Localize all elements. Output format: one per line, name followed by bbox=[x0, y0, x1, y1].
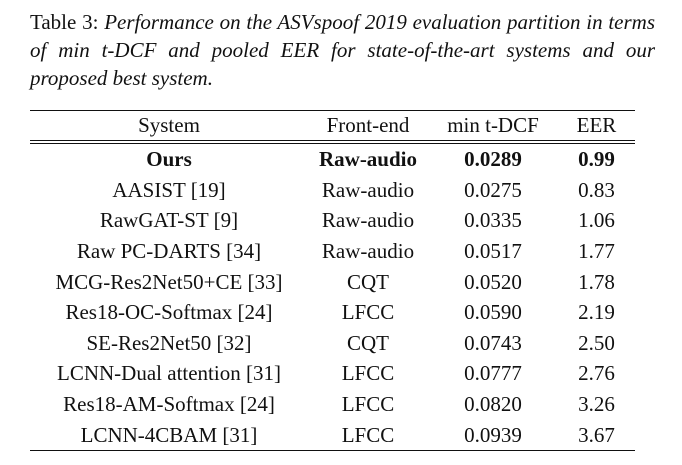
cell-eer: 2.50 bbox=[578, 330, 615, 355]
cell-eer: 1.78 bbox=[578, 269, 615, 294]
table-row: SE-Res2Net50 [32] CQT 0.0743 2.50 bbox=[30, 328, 635, 359]
cell-eer: 3.26 bbox=[578, 392, 615, 417]
cell-system: LCNN-Dual attention [31] bbox=[57, 361, 281, 386]
cell-system: LCNN-4CBAM [31] bbox=[80, 422, 258, 447]
cell-frontend: LFCC bbox=[341, 361, 395, 386]
cell-eer: 2.19 bbox=[578, 300, 615, 325]
cell-eer: 3.67 bbox=[578, 422, 615, 447]
cell-eer: 2.76 bbox=[578, 361, 615, 386]
table-caption: Table 3: Performance on the ASVspoof 201… bbox=[30, 8, 655, 92]
cell-frontend: CQT bbox=[347, 269, 389, 294]
cell-mintdcf: 0.0517 bbox=[464, 239, 522, 264]
cell-mintdcf: 0.0590 bbox=[464, 300, 522, 325]
cell-system: Raw PC-DARTS [34] bbox=[76, 239, 262, 264]
cell-system: Res18-OC-Softmax [24] bbox=[65, 300, 273, 325]
cell-eer: 1.77 bbox=[578, 239, 615, 264]
table-row: AASIST [19] Raw-audio 0.0275 0.83 bbox=[30, 175, 635, 206]
cell-eer: 1.06 bbox=[578, 208, 615, 233]
cell-mintdcf: 0.0820 bbox=[464, 392, 522, 417]
cell-system: AASIST [19] bbox=[112, 177, 226, 202]
cell-frontend: LFCC bbox=[341, 422, 395, 447]
header-frontend: Front-end bbox=[326, 113, 410, 137]
cell-frontend: LFCC bbox=[341, 392, 395, 417]
table-row: MCG-Res2Net50+CE [33] CQT 0.0520 1.78 bbox=[30, 266, 635, 297]
cell-mintdcf: 0.0777 bbox=[464, 361, 522, 386]
cell-eer: 0.83 bbox=[578, 177, 615, 202]
cell-mintdcf: 0.0743 bbox=[464, 330, 522, 355]
caption-label: Table 3: bbox=[30, 10, 99, 34]
header-system: System bbox=[138, 113, 200, 137]
table-row: LCNN-Dual attention [31] LFCC 0.0777 2.7… bbox=[30, 358, 635, 389]
table-header: System Front-end min t-DCF EER bbox=[30, 110, 635, 142]
header-mintdcf: min t-DCF bbox=[447, 113, 539, 137]
table-body: Ours Raw-audio 0.0289 0.99 AASIST [19] R… bbox=[30, 142, 635, 451]
table-row: Raw PC-DARTS [34] Raw-audio 0.0517 1.77 bbox=[30, 236, 635, 267]
cell-frontend: Raw-audio bbox=[318, 147, 418, 172]
cell-frontend: CQT bbox=[347, 330, 389, 355]
table-row-best: Ours Raw-audio 0.0289 0.99 bbox=[30, 142, 635, 175]
cell-mintdcf: 0.0275 bbox=[464, 177, 522, 202]
results-table: System Front-end min t-DCF EER Ours Raw-… bbox=[30, 110, 635, 451]
cell-mintdcf: 0.0289 bbox=[464, 147, 522, 172]
cell-system: RawGAT-ST [9] bbox=[99, 208, 239, 233]
caption-text: Performance on the ASVspoof 2019 evaluat… bbox=[30, 10, 656, 90]
header-row: System Front-end min t-DCF EER bbox=[30, 111, 635, 142]
cell-frontend: Raw-audio bbox=[321, 208, 415, 233]
header-eer: EER bbox=[576, 113, 617, 137]
cell-frontend: Raw-audio bbox=[321, 239, 415, 264]
cell-mintdcf: 0.0520 bbox=[464, 269, 522, 294]
cell-frontend: LFCC bbox=[341, 300, 395, 325]
cell-system: SE-Res2Net50 [32] bbox=[86, 330, 252, 355]
table-row: RawGAT-ST [9] Raw-audio 0.0335 1.06 bbox=[30, 205, 635, 236]
cell-eer: 0.99 bbox=[578, 147, 615, 172]
cell-frontend: Raw-audio bbox=[321, 177, 415, 202]
cell-system: Ours bbox=[146, 147, 192, 172]
cell-mintdcf: 0.0335 bbox=[464, 208, 522, 233]
table-row: Res18-AM-Softmax [24] LFCC 0.0820 3.26 bbox=[30, 389, 635, 420]
cell-system: MCG-Res2Net50+CE [33] bbox=[55, 269, 283, 294]
cell-system: Res18-AM-Softmax [24] bbox=[63, 392, 275, 417]
cell-mintdcf: 0.0939 bbox=[464, 422, 522, 447]
table-row: Res18-OC-Softmax [24] LFCC 0.0590 2.19 bbox=[30, 297, 635, 328]
table-row: LCNN-4CBAM [31] LFCC 0.0939 3.67 bbox=[30, 419, 635, 451]
